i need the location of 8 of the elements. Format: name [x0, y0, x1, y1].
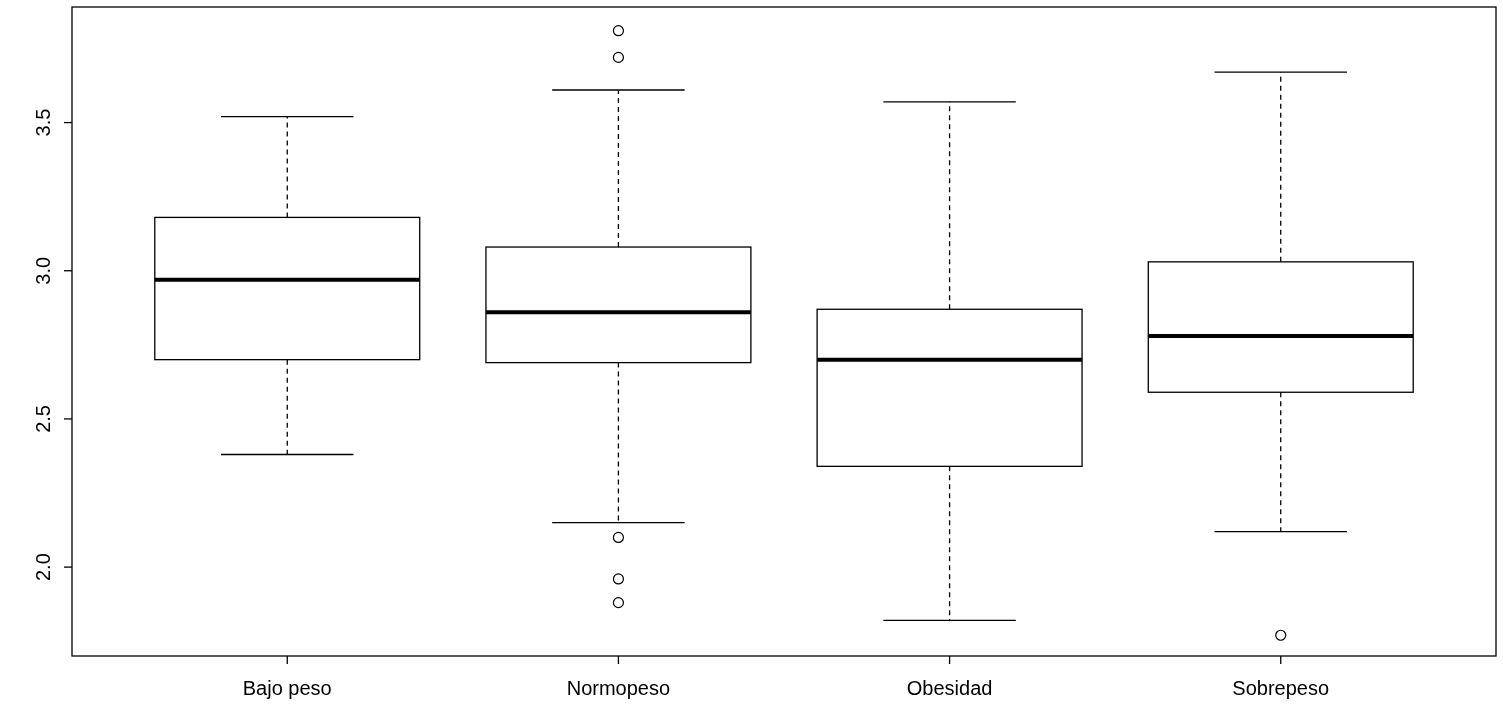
- x-tick-label: Obesidad: [906, 677, 993, 699]
- x-tick-label: Normopeso: [566, 677, 671, 699]
- x-tick-label: Bajo peso: [242, 677, 332, 699]
- y-tick-label: 3.5: [32, 108, 54, 137]
- y-tick-label: 2.0: [32, 553, 54, 581]
- y-tick-label: 2.5: [32, 405, 54, 433]
- y-tick-label: 3.0: [32, 256, 54, 285]
- x-tick-label: Sobrepeso: [1232, 677, 1330, 699]
